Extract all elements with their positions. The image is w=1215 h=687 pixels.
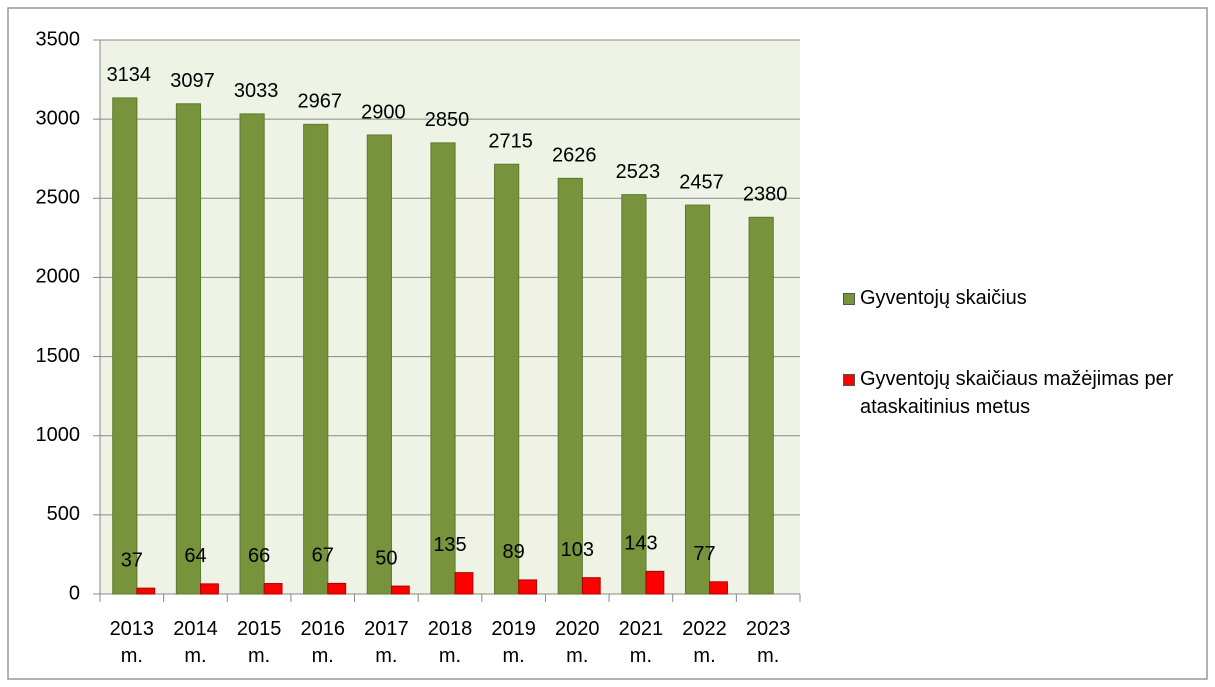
bar xyxy=(239,113,265,595)
y-tick-label: 500 xyxy=(47,503,80,525)
data-label: 2967 xyxy=(297,91,342,113)
bar xyxy=(494,163,520,595)
data-label: 2900 xyxy=(361,101,406,123)
y-tick-label: 3500 xyxy=(36,28,81,50)
bar xyxy=(327,582,347,595)
data-label: 66 xyxy=(248,545,270,567)
bar xyxy=(390,585,410,595)
bar xyxy=(175,103,202,595)
data-label: 64 xyxy=(184,545,206,567)
data-label: 3134 xyxy=(107,64,152,86)
x-tick-label: 2014 m. xyxy=(173,618,218,667)
bar xyxy=(263,583,283,595)
y-tick-label: 3000 xyxy=(36,107,81,129)
data-label: 2850 xyxy=(425,109,470,131)
x-tick-label: 2019 m. xyxy=(491,618,536,667)
bar xyxy=(112,97,138,595)
data-label: 2380 xyxy=(743,184,788,206)
data-label: 77 xyxy=(693,543,715,565)
x-tick-label: 2022 m. xyxy=(682,618,727,667)
bar xyxy=(748,216,774,595)
data-label: 103 xyxy=(561,539,594,561)
x-tick-label: 2018 m. xyxy=(427,618,473,667)
bar xyxy=(366,134,392,595)
bar xyxy=(709,581,728,595)
x-tick-label: 2020 m. xyxy=(555,618,600,667)
data-label: 3033 xyxy=(234,80,279,102)
legend-label: Gyventojų skaičiaus mažėjimas per ataska… xyxy=(860,368,1174,418)
x-tick-label: 2017 m. xyxy=(364,618,409,667)
legend-label: Gyventojų skaičius xyxy=(860,287,1027,309)
data-label: 37 xyxy=(121,549,143,571)
bar xyxy=(557,177,583,595)
data-label: 89 xyxy=(503,541,525,563)
y-tick-label: 2500 xyxy=(36,187,81,209)
y-tick-label: 0 xyxy=(69,582,80,604)
bar xyxy=(200,583,219,595)
x-tick-label: 2021 m. xyxy=(618,618,664,667)
data-label: 67 xyxy=(312,545,334,567)
y-tick-label: 1000 xyxy=(36,424,81,446)
x-tick-label: 2013 m. xyxy=(109,618,155,667)
chart-border xyxy=(7,7,1208,680)
data-label: 2715 xyxy=(488,131,533,153)
x-tick-label: 2015 m. xyxy=(236,618,282,667)
data-label: 143 xyxy=(624,533,657,555)
data-label: 2457 xyxy=(679,171,724,193)
bar xyxy=(621,194,647,595)
y-tick-label: 1500 xyxy=(36,345,81,367)
bar xyxy=(684,204,711,595)
bar xyxy=(430,142,456,595)
data-label: 135 xyxy=(433,534,466,556)
bar xyxy=(518,579,538,595)
y-tick-label: 2000 xyxy=(36,266,81,288)
legend-swatch xyxy=(843,293,855,305)
bar xyxy=(136,587,156,595)
data-label: 3097 xyxy=(170,70,215,92)
bar xyxy=(645,570,665,595)
x-tick-label: 2023 m. xyxy=(745,618,791,667)
bar xyxy=(454,572,474,595)
data-label: 2523 xyxy=(616,161,661,183)
data-label: 2626 xyxy=(552,145,597,167)
data-label: 50 xyxy=(375,547,397,569)
x-tick-label: 2016 m. xyxy=(300,618,345,667)
bar xyxy=(581,577,601,595)
legend-swatch xyxy=(843,374,855,386)
bar xyxy=(303,123,329,595)
